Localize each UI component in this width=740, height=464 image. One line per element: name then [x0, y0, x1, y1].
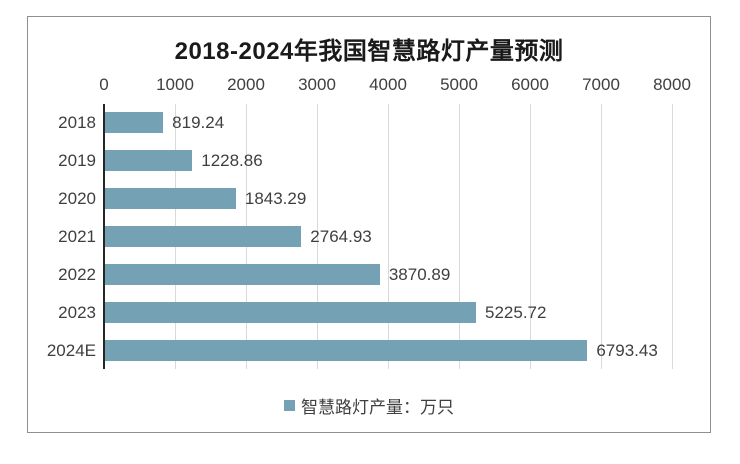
gridline — [601, 104, 602, 369]
category-label: 2024E — [46, 340, 96, 360]
bar — [105, 339, 588, 361]
bar — [105, 263, 380, 285]
bar — [105, 150, 193, 172]
value-label: 1843.29 — [244, 189, 307, 209]
bar — [105, 226, 302, 247]
x-tick-label: 2000 — [227, 75, 265, 94]
value-label: 819.24 — [172, 113, 225, 133]
x-tick-label: 6000 — [511, 75, 549, 94]
category-label: 2018 — [58, 113, 96, 133]
gridline — [317, 104, 318, 369]
bar — [105, 188, 236, 210]
category-label: 2020 — [58, 189, 96, 209]
category-label: 2022 — [58, 264, 96, 284]
value-label: 1228.86 — [201, 151, 263, 171]
value-label: 2764.93 — [310, 227, 372, 246]
legend-swatch-icon — [284, 399, 295, 411]
category-label: 2019 — [58, 151, 96, 171]
category-label: 2021 — [58, 227, 96, 246]
legend: 智慧路灯产量：万只 — [28, 393, 710, 417]
value-label: 6793.43 — [596, 340, 658, 360]
gridline — [530, 104, 531, 369]
value-label: 5225.72 — [485, 302, 547, 322]
value-label: 3870.89 — [388, 264, 451, 284]
bar — [105, 301, 477, 323]
x-tick-label: 7000 — [582, 75, 620, 94]
x-tick-label: 4000 — [369, 75, 407, 94]
legend-label: 智慧路灯产量：万只 — [301, 397, 454, 417]
plot-area: 0 1000 2000 3000 4000 5000 6000 7000 8000 2018 819… — [28, 17, 710, 432]
value-axis-line — [103, 104, 105, 369]
x-tick-label: 0 — [99, 75, 109, 94]
gridline — [459, 104, 460, 369]
x-tick-label: 8000 — [653, 75, 691, 94]
category-label: 2023 — [58, 302, 96, 322]
gridline — [672, 104, 673, 369]
gridline — [388, 104, 389, 369]
chart-frame: 2018-2024年我国智慧路灯产量预测 0 1000 2000 3000 4000 50… — [27, 16, 711, 433]
x-tick-label: 5000 — [440, 75, 478, 94]
bar — [105, 112, 164, 134]
x-tick-label: 3000 — [298, 75, 336, 94]
chart-title: 2018-2024年我国智慧路灯产量预测 — [174, 38, 564, 65]
x-tick-label: 1000 — [156, 75, 194, 94]
